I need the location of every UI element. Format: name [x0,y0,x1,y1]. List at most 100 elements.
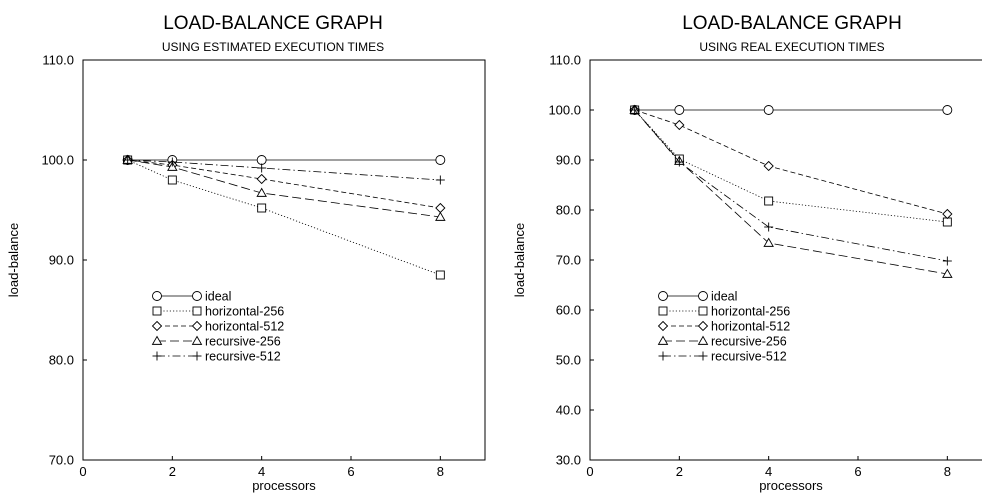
series-line-horizontal-256 [127,159,441,276]
legend-marker [658,306,668,316]
legend-label: recursive-256 [205,335,281,349]
y-axis-label: load-balance [6,223,21,297]
data-point-horizontal-256 [764,196,774,206]
data-point-ideal [674,105,685,115]
series-line-recursive-512 [127,159,441,181]
legend-marker [192,351,202,361]
legend-marker [152,351,162,361]
series-layer [122,154,446,280]
y-tick-label: 80.0 [49,353,74,368]
data-point-ideal [763,105,774,115]
legend-label: horizontal-512 [711,320,790,334]
legend-marker [152,306,162,316]
data-point-recursive-256 [435,211,446,221]
x-tick-label: 0 [79,464,86,479]
legend-item: horizontal-256 [658,305,790,319]
legend-marker [657,320,669,332]
data-point-ideal [256,155,267,165]
y-tick-label: 110.0 [42,53,74,68]
legend-marker [151,335,163,345]
data-point-horizontal-256 [167,175,177,185]
x-tick-label: 6 [347,464,354,479]
legend-marker [698,351,708,361]
data-point-horizontal-512 [763,160,774,172]
y-tick-label: 100.0 [548,103,581,118]
y-tick-label: 90.0 [556,153,581,168]
y-tick-label: 100.0 [41,153,74,168]
data-point-recursive-256 [763,237,774,247]
x-tick-label: 4 [765,464,772,479]
y-tick-label: 40.0 [556,403,581,418]
chart-estimated: LOAD-BALANCE GRAPH USING ESTIMATED EXECU… [6,13,486,493]
legend-marker [698,291,708,301]
plot-frame [82,59,486,461]
x-tick-label: 6 [854,464,861,479]
data-point-recursive-256 [942,268,953,278]
y-tick-label: 30.0 [556,453,581,468]
chart-real: LOAD-BALANCE GRAPH USING REAL EXECUTION … [512,13,982,493]
x-tick-label: 0 [586,464,593,479]
y-tick-labels: 70.0 80.0 90.0 100.0 110.0 [41,53,87,468]
legend-marker [192,306,202,316]
y-axis-label: load-balance [512,223,527,297]
legend-label: recursive-256 [711,335,787,349]
legend-item: ideal [658,290,737,304]
legend-marker [657,335,669,345]
x-tick-label: 2 [676,464,683,479]
legend-item: recursive-256 [657,335,787,349]
data-point-ideal [435,155,446,165]
data-point-recursive-512 [630,105,640,115]
legend-label: ideal [205,290,231,304]
legend-marker [658,291,668,301]
legend-marker [698,306,708,316]
legend: idealhorizontal-256horizontal-512recursi… [657,290,790,364]
x-tick-label: 2 [169,464,176,479]
y-tick-label: 50.0 [556,353,581,368]
legend-label: recursive-512 [205,350,281,364]
series-line-recursive-256 [127,159,441,218]
y-tick-label: 90.0 [49,253,74,268]
legend-label: ideal [711,290,737,304]
legend-item: horizontal-512 [657,320,790,334]
chart-subtitle: USING ESTIMATED EXECUTION TIMES [162,40,384,54]
chart-subtitle: USING REAL EXECUTION TIMES [699,40,884,54]
legend: idealhorizontal-256horizontal-512recursi… [151,290,284,364]
x-tick-labels: 0 2 4 6 8 [79,456,444,479]
legend-label: horizontal-256 [205,305,284,319]
x-axis-label: processors [252,478,316,493]
y-tick-label: 80.0 [556,203,581,218]
x-tick-label: 8 [437,464,444,479]
data-point-recursive-256 [256,187,267,197]
legend-marker [697,320,709,332]
legend-marker [151,320,163,332]
data-point-recursive-512 [674,157,684,167]
plot-frame [589,59,982,461]
y-tick-label: 70.0 [556,253,581,268]
data-point-horizontal-512 [256,173,267,185]
data-point-horizontal-512 [674,119,685,131]
data-point-recursive-512 [942,256,952,266]
legend-item: recursive-512 [152,350,281,364]
legend-item: horizontal-256 [152,305,284,319]
data-point-horizontal-256 [942,217,952,227]
data-point-horizontal-256 [257,203,267,213]
legend-marker [191,320,203,332]
data-point-horizontal-512 [942,208,953,220]
y-tick-label: 70.0 [49,453,74,468]
legend-marker [192,291,202,301]
data-point-recursive-512 [257,163,267,173]
series-line-horizontal-512 [127,159,441,209]
legend-marker [152,291,162,301]
data-point-horizontal-256 [435,270,445,280]
chart-title: LOAD-BALANCE GRAPH [682,13,902,34]
chart-title: LOAD-BALANCE GRAPH [163,13,383,34]
legend-item: horizontal-512 [151,320,284,334]
x-axis-label: processors [759,478,823,493]
data-point-ideal [942,105,953,115]
y-tick-label: 110.0 [549,53,581,68]
y-tick-labels: 30.0 40.0 50.0 60.0 70.0 80.0 90.0 100.0 110.0 [548,53,594,468]
legend-item: recursive-256 [151,335,281,349]
x-tick-label: 8 [944,464,951,479]
legend-marker [697,335,709,345]
